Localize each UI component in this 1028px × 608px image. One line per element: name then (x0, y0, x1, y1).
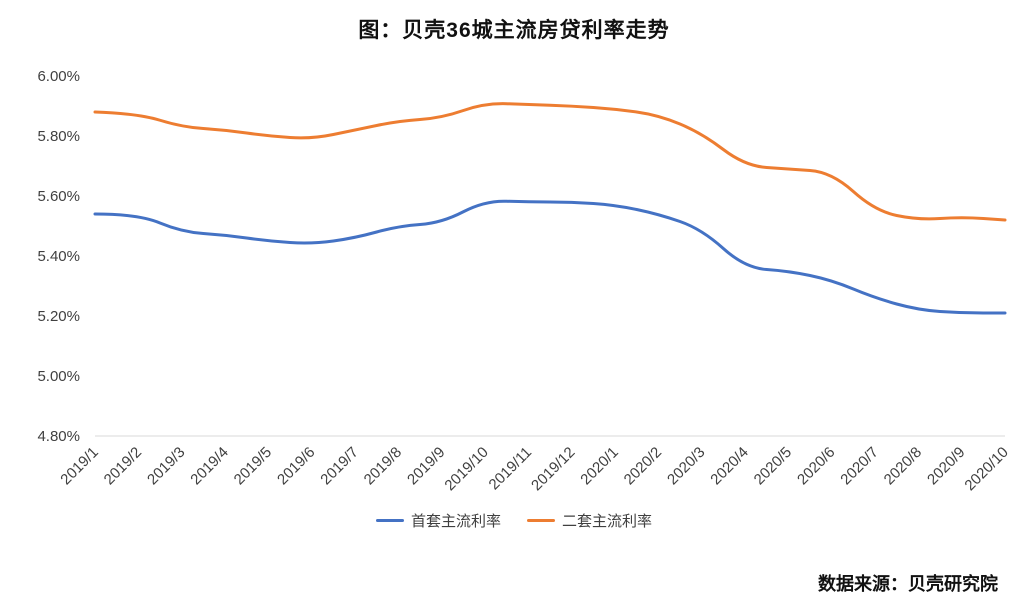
x-axis-label: 2019/6 (274, 444, 318, 488)
x-axis-label: 2020/6 (794, 444, 838, 488)
x-axis-label: 2020/3 (664, 444, 708, 488)
x-axis-label: 2020/10 (961, 444, 1011, 494)
series-line-second-home (93, 102, 1007, 222)
x-axis-label: 2019/10 (441, 444, 491, 494)
y-axis-label: 5.80% (37, 128, 80, 145)
x-axis-label: 2019/5 (231, 444, 275, 488)
x-axis-label: 2019/12 (528, 444, 578, 494)
y-axis-label: 6.00% (37, 68, 80, 85)
x-axis-label: 2020/8 (881, 444, 925, 488)
y-axis-label: 5.60% (37, 188, 80, 205)
series-line-first-home (93, 199, 1007, 315)
x-axis-label: 2019/3 (144, 444, 188, 488)
x-axis-label: 2019/2 (101, 444, 145, 488)
x-axis-label: 2020/2 (621, 444, 665, 488)
legend-item-second-home-rate: 二套主流利率 (527, 510, 652, 531)
y-axis-label: 5.00% (37, 368, 80, 385)
chart-legend: 首套主流利率 二套主流利率 (0, 510, 1028, 531)
x-axis-label: 2019/8 (361, 444, 405, 488)
legend-item-first-home-rate: 首套主流利率 (375, 510, 501, 531)
y-axis-label: 4.80% (37, 428, 80, 445)
legend-line-swatch-blue (375, 519, 404, 522)
x-axis-label: 2020/4 (707, 444, 751, 488)
legend-label-second-home-rate: 二套主流利率 (562, 513, 653, 530)
y-axis-label: 5.20% (37, 308, 80, 325)
legend-label-first-home-rate: 首套主流利率 (410, 513, 501, 530)
x-axis-label: 2019/11 (486, 444, 536, 494)
chart-title: 图：贝壳36城主流房贷利率走势 (358, 19, 670, 42)
x-axis-label: 2019/4 (187, 444, 231, 488)
x-axis-label: 2019/1 (57, 444, 101, 488)
x-axis-label: 2020/1 (577, 444, 621, 488)
legend-line-swatch-orange (527, 519, 555, 522)
x-axis-label: 2020/5 (751, 444, 795, 488)
y-axis-label: 5.40% (37, 248, 80, 265)
line-chart: 6.00%5.80%5.60%5.40%5.20%5.00%4.80%2019/… (37, 68, 1011, 494)
data-source-note: 数据来源：贝壳研究院 (818, 574, 998, 594)
x-axis-label: 2020/7 (837, 444, 881, 488)
x-axis-label: 2019/7 (317, 444, 361, 488)
